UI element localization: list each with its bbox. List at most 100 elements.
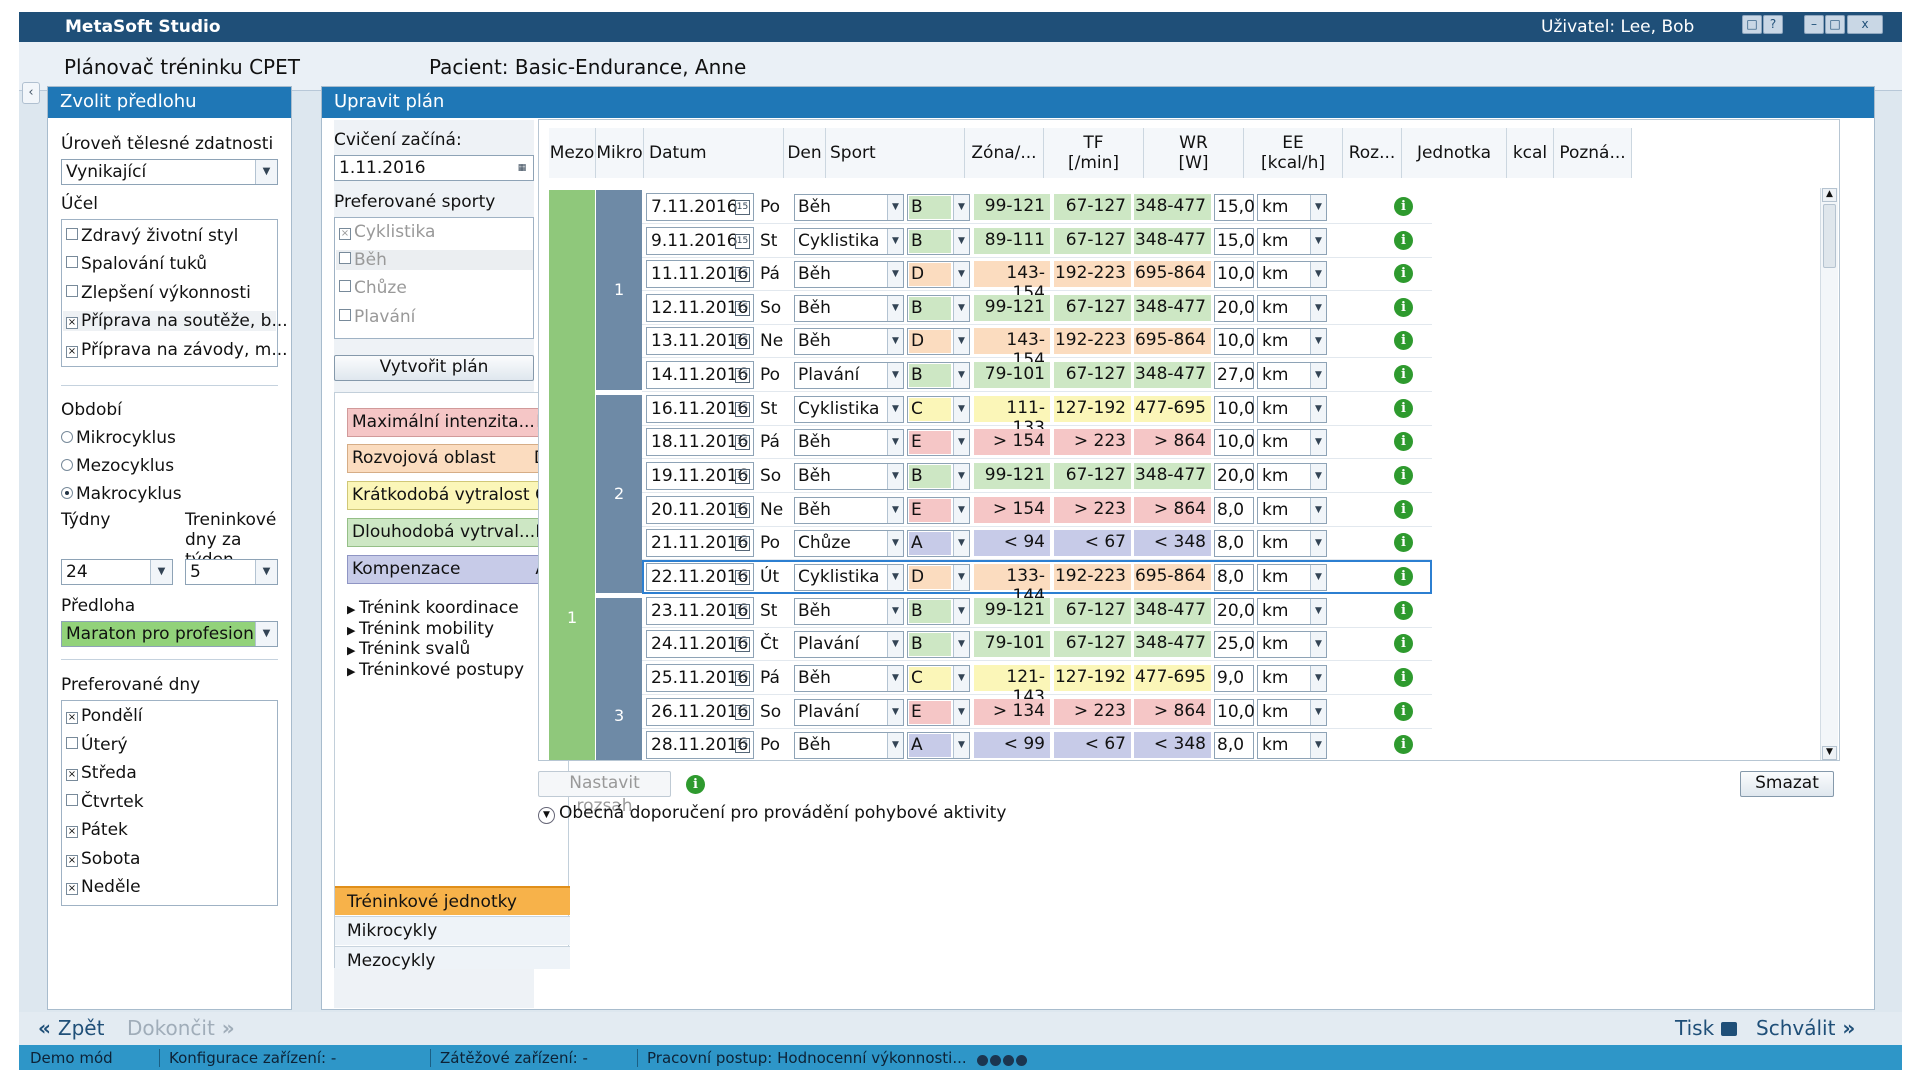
unit-select[interactable]: km ▼: [1257, 530, 1327, 557]
info-icon[interactable]: i: [1394, 365, 1413, 384]
date-input[interactable]: 7.11.2016 15: [646, 193, 754, 221]
date-input[interactable]: 11.11.2016 15: [646, 260, 754, 288]
col-header-wr[interactable]: WR [W]: [1144, 128, 1244, 178]
sport-select[interactable]: Běh ▼: [794, 732, 904, 759]
mikro-cell[interactable]: [596, 736, 642, 760]
zone-select[interactable]: B ▼: [907, 631, 970, 658]
col-header-pozn[interactable]: Pozná...: [1554, 128, 1632, 178]
unit-select[interactable]: km ▼: [1257, 732, 1327, 759]
calendar-icon[interactable]: 15: [735, 402, 750, 417]
purpose-item[interactable]: Spalování tuků: [66, 254, 207, 274]
vertical-scrollbar[interactable]: ▲ ▼: [1820, 188, 1838, 760]
table-row[interactable]: 23.11.2016 15 St Běh ▼ B ▼ 99-121 67-127 348-477 2…: [642, 594, 1432, 628]
tree-item-coordination[interactable]: ▶ Trénink koordinace: [347, 598, 519, 618]
col-header-mezo[interactable]: Mezo: [549, 128, 596, 178]
scroll-down-icon[interactable]: ▼: [1822, 746, 1837, 760]
date-input[interactable]: 19.11.2016 15: [646, 462, 754, 490]
date-input[interactable]: 25.11.2016 15: [646, 664, 754, 692]
approve-button[interactable]: Schválit »: [1756, 1016, 1856, 1040]
calendar-icon[interactable]: 15: [735, 435, 750, 450]
date-input[interactable]: 16.11.2016 15: [646, 395, 754, 423]
date-input[interactable]: 12.11.2016 15: [646, 294, 754, 322]
unit-select[interactable]: km ▼: [1257, 362, 1327, 389]
sport-select[interactable]: Běh ▼: [794, 328, 904, 355]
sport-select[interactable]: Běh ▼: [794, 665, 904, 692]
purpose-item[interactable]: Zdravý životní styl: [66, 226, 238, 246]
unit-select[interactable]: km ▼: [1257, 396, 1327, 423]
calendar-icon[interactable]: 15: [735, 267, 750, 282]
calendar-icon[interactable]: 15: [735, 469, 750, 484]
info-icon[interactable]: i: [1394, 331, 1413, 350]
zone-d-item[interactable]: Rozvojová oblastD: [347, 444, 554, 473]
table-row[interactable]: 9.11.2016 15 St Cyklistika ▼ B ▼ 89-111 67-127 34…: [642, 224, 1432, 258]
range-input[interactable]: 10,0: [1214, 396, 1255, 423]
calendar-icon[interactable]: 15: [735, 536, 750, 551]
calendar-icon[interactable]: 15: [735, 234, 750, 249]
create-plan-button[interactable]: Vytvořit plán: [334, 355, 534, 381]
info-icon[interactable]: i: [1394, 197, 1413, 216]
scroll-up-icon[interactable]: ▲: [1822, 188, 1837, 202]
range-input[interactable]: 25,0: [1214, 631, 1255, 658]
period-macro-radio[interactable]: Makrocyklus: [61, 484, 182, 504]
sport-select[interactable]: Běh ▼: [794, 261, 904, 288]
zone-select[interactable]: D ▼: [907, 261, 970, 288]
col-header-roz[interactable]: Roz...: [1343, 128, 1402, 178]
sport-select[interactable]: Běh ▼: [794, 429, 904, 456]
date-input[interactable]: 24.11.2016 15: [646, 630, 754, 658]
zone-select[interactable]: E ▼: [907, 497, 970, 524]
info-icon[interactable]: i: [1394, 601, 1413, 620]
date-input[interactable]: 23.11.2016 15: [646, 597, 754, 625]
unit-select[interactable]: km ▼: [1257, 228, 1327, 255]
info-icon[interactable]: i: [1394, 264, 1413, 283]
tree-item-muscles[interactable]: ▶ Trénink svalů: [347, 639, 471, 659]
date-input[interactable]: 20.11.2016 15: [646, 496, 754, 524]
table-row[interactable]: 11.11.2016 15 Pá Běh ▼ D ▼ 143-154 192-223 695-86…: [642, 257, 1432, 303]
sport-select[interactable]: Běh ▼: [794, 463, 904, 490]
tree-item-mobility[interactable]: ▶ Trénink mobility: [347, 619, 495, 639]
unit-select[interactable]: km ▼: [1257, 463, 1327, 490]
col-header-sport[interactable]: Sport: [826, 128, 965, 178]
info-icon[interactable]: i: [686, 775, 705, 794]
date-input[interactable]: 14.11.2016 15: [646, 361, 754, 389]
unit-select[interactable]: km ▼: [1257, 631, 1327, 658]
range-input[interactable]: 15,0: [1214, 194, 1255, 221]
unit-select[interactable]: km ▼: [1257, 328, 1327, 355]
tab-training-units[interactable]: Tréninkové jednotky: [335, 886, 570, 915]
sport-select[interactable]: Plavání ▼: [794, 699, 904, 726]
table-row[interactable]: 13.11.2016 15 Ne Běh ▼ D ▼ 143-154 192-223 695-86…: [642, 324, 1432, 370]
calendar-icon[interactable]: 15: [735, 671, 750, 686]
info-icon[interactable]: i: [1394, 533, 1413, 552]
range-input[interactable]: 15,0: [1214, 228, 1255, 255]
minimize-button[interactable]: –: [1804, 15, 1824, 34]
table-row[interactable]: 26.11.2016 15 So Plavání ▼ E ▼ > 134 > 223 > 864 1…: [642, 695, 1432, 729]
purpose-item[interactable]: × Příprava na soutěže, b...: [63, 311, 288, 331]
zone-select[interactable]: B ▼: [907, 463, 970, 490]
table-row[interactable]: 28.11.2016 15 Po Běh ▼ A ▼ < 99 < 67 < 348 8,0 km ▼ i: [642, 728, 1432, 760]
day-item[interactable]: × Středa: [66, 763, 137, 783]
range-input[interactable]: 8,0: [1214, 530, 1254, 557]
date-input[interactable]: 13.11.2016 15: [646, 327, 754, 355]
sport-item[interactable]: Plavání: [339, 307, 415, 327]
help-button[interactable]: ?: [1763, 15, 1783, 34]
sport-item[interactable]: × Cyklistika: [339, 222, 436, 242]
info-icon[interactable]: i: [1394, 634, 1413, 653]
purpose-item[interactable]: Zlepšení výkonnosti: [66, 283, 251, 303]
layout-icon[interactable]: □: [1742, 15, 1762, 34]
col-header-mikro[interactable]: Mikro: [596, 128, 644, 178]
unit-select[interactable]: km ▼: [1257, 598, 1327, 625]
col-header-ee[interactable]: EE [kcal/h]: [1244, 128, 1343, 178]
zone-select[interactable]: D ▼: [907, 564, 970, 591]
date-input[interactable]: 26.11.2016 15: [646, 698, 754, 726]
zone-a-item[interactable]: KompenzaceA: [347, 555, 554, 584]
unit-select[interactable]: km ▼: [1257, 564, 1327, 591]
range-input[interactable]: 10,0: [1214, 429, 1255, 456]
sport-select[interactable]: Cyklistika ▼: [794, 228, 904, 255]
start-date-input[interactable]: 1.11.2016 ▦: [334, 155, 534, 181]
close-button[interactable]: x: [1847, 15, 1883, 34]
info-icon[interactable]: i: [1394, 298, 1413, 317]
date-input[interactable]: 9.11.2016 15: [646, 227, 754, 255]
table-row[interactable]: 19.11.2016 15 So Běh ▼ B ▼ 99-121 67-127 348-477 2…: [642, 459, 1432, 493]
purpose-item[interactable]: × Příprava na závody, m...: [66, 340, 288, 360]
table-row[interactable]: 18.11.2016 15 Pá Běh ▼ E ▼ > 154 > 223 > 864 10,0 k…: [642, 425, 1432, 459]
day-item[interactable]: Úterý: [66, 735, 128, 755]
